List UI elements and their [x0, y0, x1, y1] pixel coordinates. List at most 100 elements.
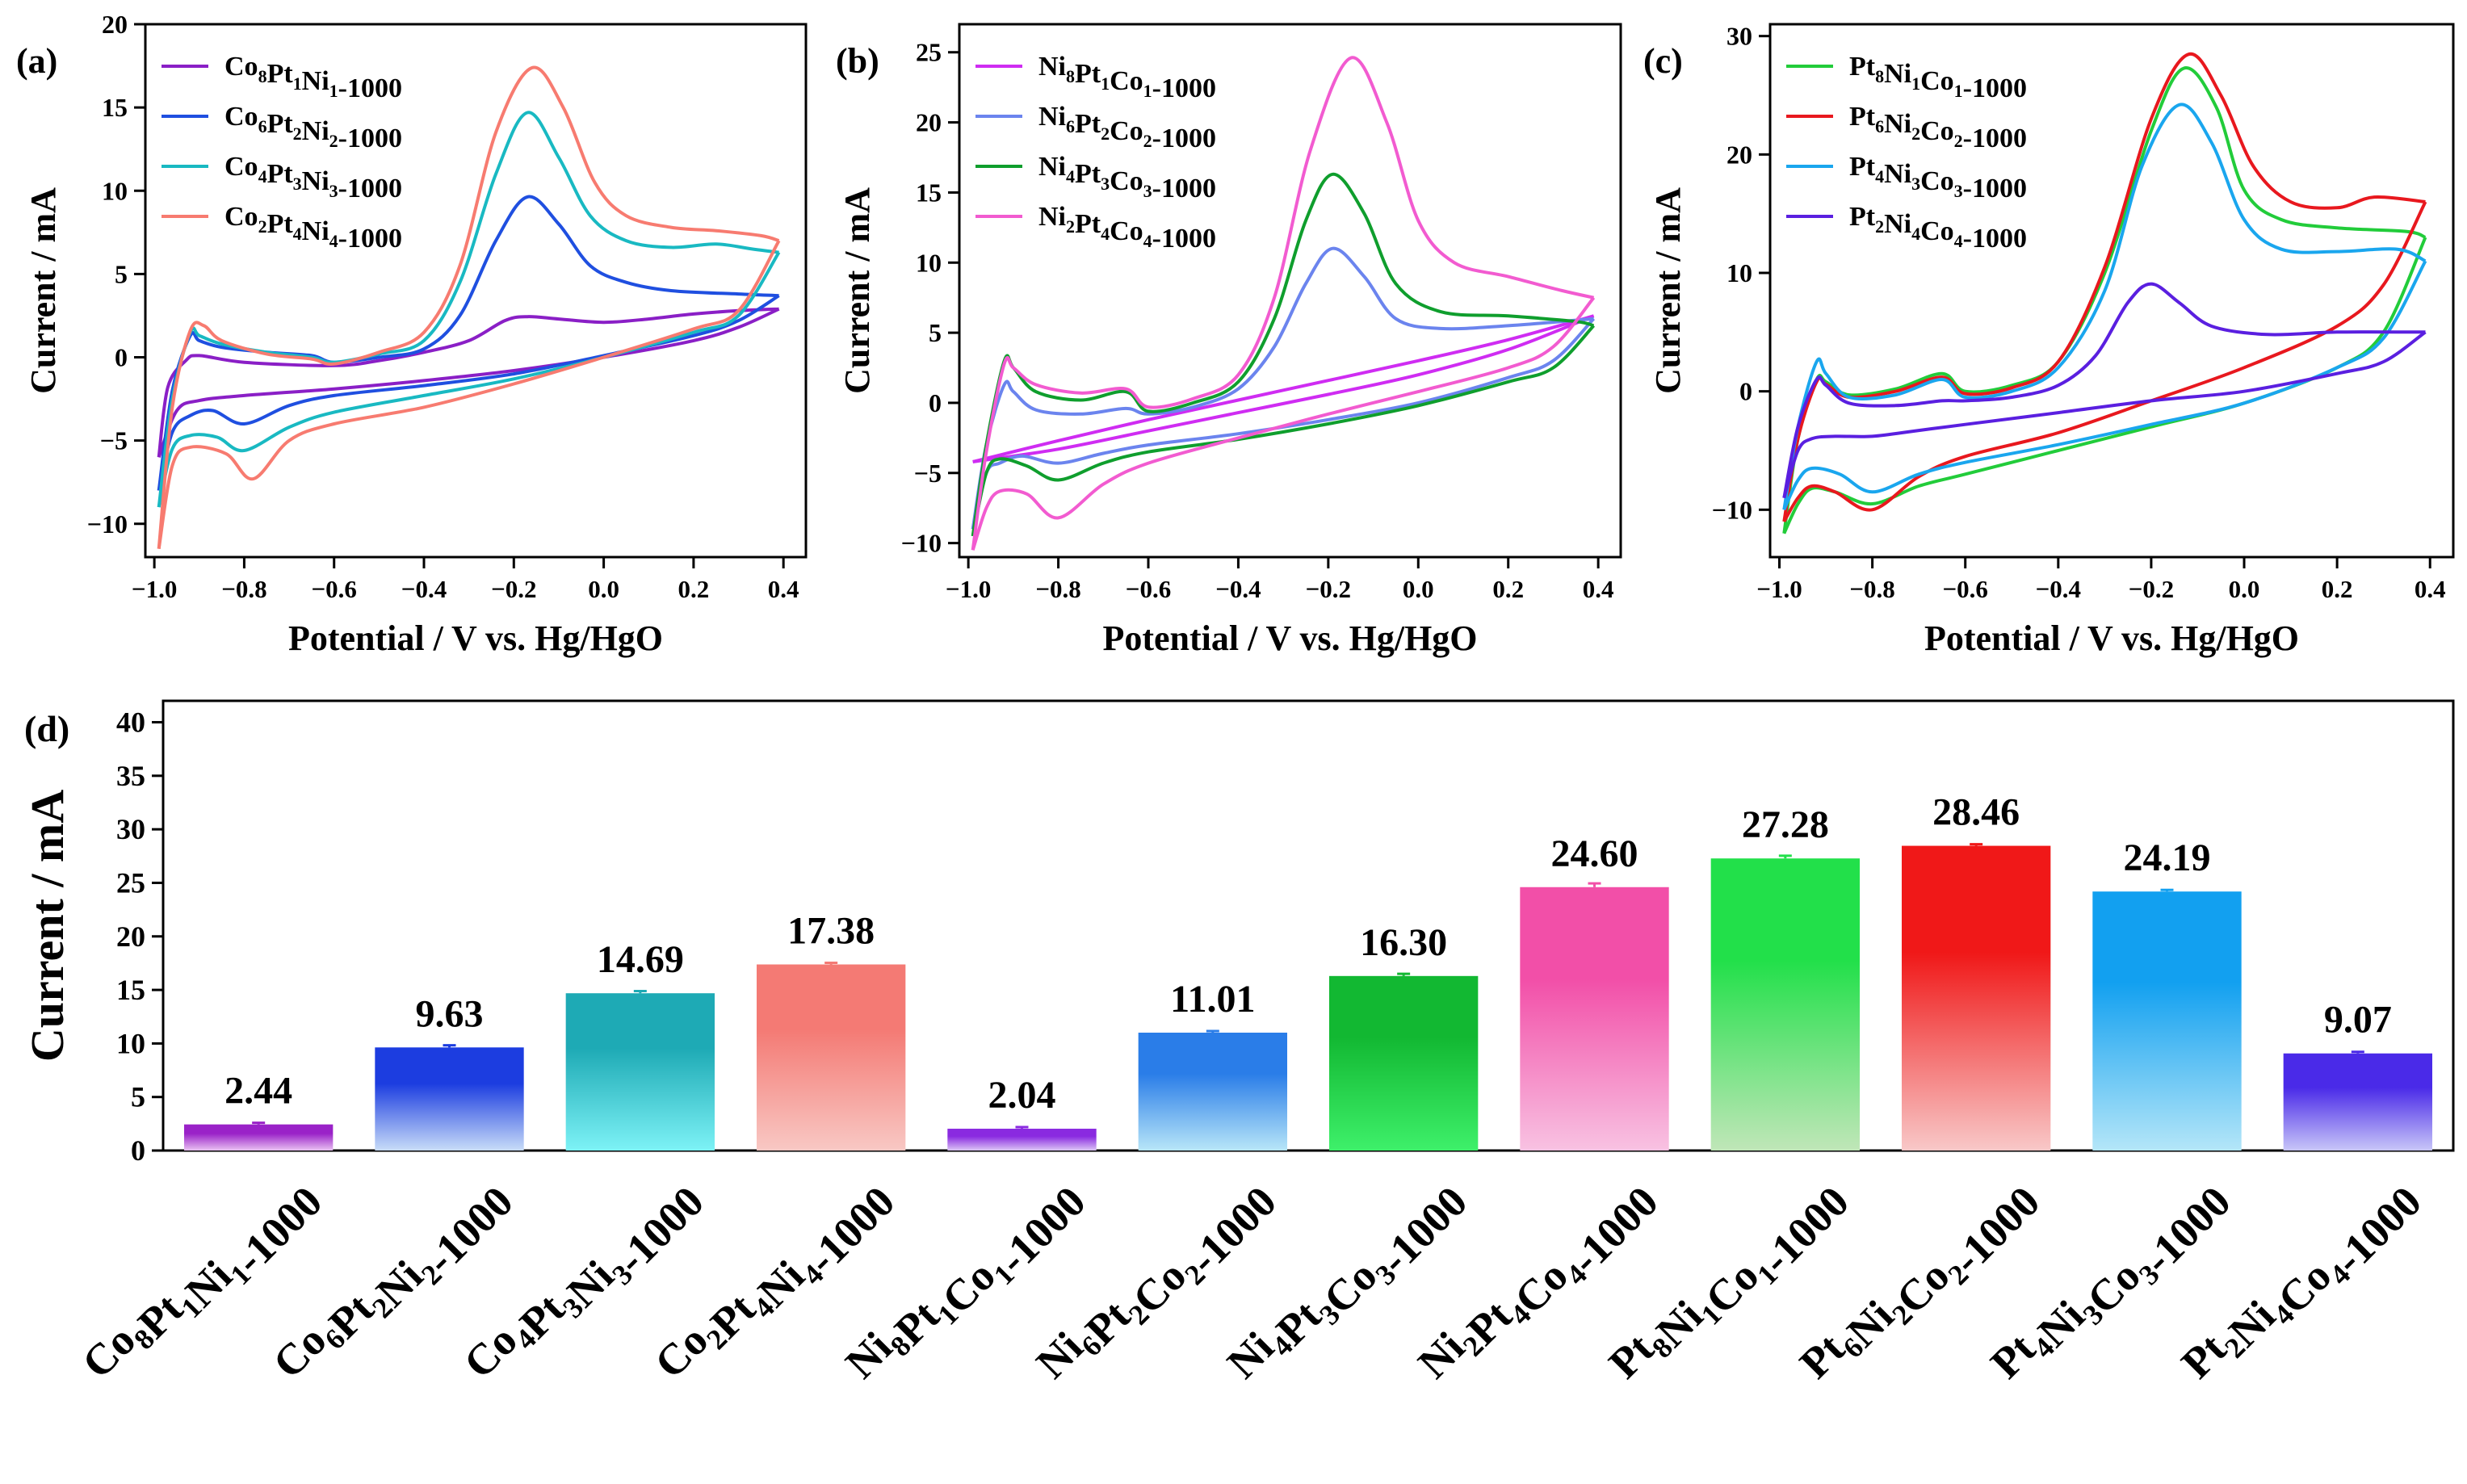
- y-tick-label: 35: [116, 760, 145, 792]
- x-tick-label: −0.2: [1306, 575, 1351, 603]
- y-tick-label: −10: [1712, 495, 1752, 524]
- x-tick-label: −0.2: [2129, 575, 2174, 603]
- y-tick-label: 25: [916, 38, 942, 67]
- bar-value-label: 14.69: [597, 938, 684, 981]
- cv-curve-reverse-Ni2Pt4Co4-1000: [971, 296, 1596, 551]
- y-tick-label: 30: [116, 813, 145, 845]
- y-axis-title: Current / mA: [21, 790, 73, 1062]
- bar-Pt6Ni2Co2-1000: [1901, 845, 2051, 1151]
- x-axis-title: Potential / V vs. Hg/HgO: [1924, 618, 2299, 658]
- y-tick-label: 15: [102, 93, 128, 122]
- x-tick-label: 0.2: [678, 575, 710, 603]
- legend-label-Pt2Ni4Co4-1000: Pt2Ni4Co4-1000: [1849, 202, 2027, 254]
- legend-label-Pt6Ni2Co2-1000: Pt6Ni2Co2-1000: [1849, 102, 2027, 153]
- cv-curve-reverse-Ni4Pt3Co3-1000: [971, 325, 1596, 537]
- legend-label-Ni2Pt4Co4-1000: Ni2Pt4Co4-1000: [1038, 202, 1216, 254]
- bar-Pt8Ni1Co1-1000: [1710, 858, 1861, 1151]
- legend-label-Pt8Ni1Co1-1000: Pt8Ni1Co1-1000: [1849, 52, 2027, 103]
- legend-label-Co4Pt3Ni3-1000: Co4Pt3Ni3-1000: [224, 152, 402, 203]
- panel-label: (b): [836, 41, 879, 81]
- cv-curve-forward-Pt4Ni3Co3-1000: [1782, 103, 2427, 510]
- y-tick-label: 10: [116, 1027, 145, 1059]
- plot-frame: [1768, 23, 2455, 559]
- legend-label-Ni6Pt2Co2-1000: Ni6Pt2Co2-1000: [1038, 102, 1216, 153]
- cv-panel-c: −1.0 −0.8 −0.6 −0.4 −0.2 0.0 0.2 0.4 −10 0 10 20 30 P…: [1643, 22, 2455, 658]
- bar-Ni4Pt3Co3-1000: [1328, 975, 1479, 1151]
- y-tick-label: 20: [1726, 140, 1752, 169]
- bar-value-label: 9.63: [416, 992, 484, 1035]
- bar-value-label: 17.38: [787, 910, 875, 953]
- y-tick-label: −5: [100, 426, 128, 455]
- x-tick-label: −1.0: [132, 575, 177, 603]
- legend-label-Co2Pt4Ni4-1000: Co2Pt4Ni4-1000: [224, 202, 402, 254]
- y-tick-label: 25: [116, 866, 145, 899]
- legend-label-Ni8Pt1Co1-1000: Ni8Pt1Co1-1000: [1038, 52, 1216, 103]
- y-tick-label: −10: [87, 509, 128, 539]
- cv-curve-forward-Ni8Pt1Co1-1000: [972, 314, 1595, 463]
- cv-curve-reverse-Co8Pt1Ni1-1000: [157, 307, 780, 459]
- bar-value-label: 28.46: [1932, 791, 2020, 834]
- bar-Co4Pt3Ni3-1000: [565, 993, 715, 1151]
- x-tick-label: −0.8: [1849, 575, 1894, 603]
- x-tick-label: 0.2: [2322, 575, 2353, 603]
- bar-value-label: 16.30: [1360, 921, 1447, 964]
- y-axis-title: Current / mA: [837, 187, 877, 394]
- bar-value-label: 24.60: [1551, 832, 1638, 875]
- plot-frame: [162, 699, 2455, 1152]
- bar-Co2Pt4Ni4-1000: [756, 964, 906, 1151]
- y-tick-label: 20: [116, 920, 145, 953]
- cv-curve-reverse-Ni8Pt1Co1-1000: [972, 314, 1595, 463]
- y-tick-label: 10: [1726, 258, 1752, 287]
- x-tick-label: −0.6: [312, 575, 357, 603]
- x-tick-label: −0.4: [2036, 575, 2081, 603]
- cv-curve-reverse-Co6Pt2Ni2-1000: [157, 294, 780, 491]
- y-tick-label: 5: [929, 318, 942, 347]
- x-tick-label: −0.8: [1035, 575, 1080, 603]
- legend-label-Co8Pt1Ni1-1000: Co8Pt1Ni1-1000: [224, 52, 402, 103]
- cv-curve-forward-Co8Pt1Ni1-1000: [157, 307, 779, 458]
- x-tick-label: 0.0: [1403, 575, 1434, 603]
- bar-Pt4Ni3Co3-1000: [2092, 891, 2242, 1151]
- bar-Co6Pt2Ni2-1000: [375, 1047, 524, 1151]
- bar-Ni8Pt1Co1-1000: [947, 1128, 1097, 1151]
- y-tick-label: 0: [929, 388, 942, 417]
- y-tick-label: 0: [1739, 377, 1752, 406]
- x-axis-title: Potential / V vs. Hg/HgO: [288, 618, 663, 658]
- x-tick-label: −0.6: [1943, 575, 1988, 603]
- cv-panel-b: −1.0 −0.8 −0.6 −0.4 −0.2 0.0 0.2 0.4 −10 −5 0 5 10 15…: [836, 23, 1622, 658]
- y-tick-label: 30: [1726, 22, 1752, 51]
- cv-curve-reverse-Ni6Pt2Co2-1000: [971, 317, 1596, 530]
- plot-frame: [144, 23, 808, 559]
- y-tick-label: 15: [116, 974, 145, 1006]
- cv-curve-reverse-Co2Pt4Ni4-1000: [157, 240, 781, 550]
- cv-curve-forward-Pt2Ni4Co4-1000: [1782, 282, 2426, 499]
- bar-value-label: 11.01: [1170, 978, 1255, 1021]
- bar-Ni2Pt4Co4-1000: [1520, 887, 1669, 1151]
- x-tick-label: 0.4: [1583, 575, 1614, 603]
- cv-curve-forward-Ni6Pt2Co2-1000: [971, 246, 1594, 530]
- cv-curve-reverse-Pt4Ni3Co3-1000: [1782, 260, 2427, 511]
- panel-label: (c): [1643, 41, 1683, 81]
- y-tick-label: 40: [116, 706, 145, 739]
- y-tick-label: −5: [914, 459, 942, 488]
- x-tick-label: −0.4: [1215, 575, 1261, 603]
- y-tick-label: 0: [115, 343, 128, 372]
- bar-value-label: 2.44: [224, 1070, 292, 1113]
- y-tick-label: 20: [102, 10, 128, 39]
- x-tick-label: −1.0: [1756, 575, 1802, 603]
- y-tick-label: 5: [131, 1081, 145, 1113]
- bar-Co8Pt1Ni1-1000: [183, 1124, 334, 1151]
- cv-curve-reverse-Pt6Ni2Co2-1000: [1782, 201, 2427, 522]
- x-axis-title: Potential / V vs. Hg/HgO: [1102, 618, 1477, 658]
- legend-label-Ni4Pt3Co3-1000: Ni4Pt3Co3-1000: [1038, 152, 1216, 203]
- plot-frame: [958, 23, 1622, 559]
- bar-Ni6Pt2Co2-1000: [1138, 1032, 1288, 1151]
- cv-panel-a: −1.0 −0.8 −0.6 −0.4 −0.2 0.0 0.2 0.4 −10 −5 0 5 10 15…: [16, 10, 808, 658]
- y-tick-label: 5: [115, 259, 128, 288]
- panel-label: (a): [16, 41, 57, 81]
- bar-Pt2Ni4Co4-1000: [2283, 1053, 2433, 1151]
- y-tick-label: 10: [916, 248, 942, 277]
- bar-value-label: 2.04: [988, 1074, 1056, 1117]
- y-tick-label: 15: [916, 178, 942, 207]
